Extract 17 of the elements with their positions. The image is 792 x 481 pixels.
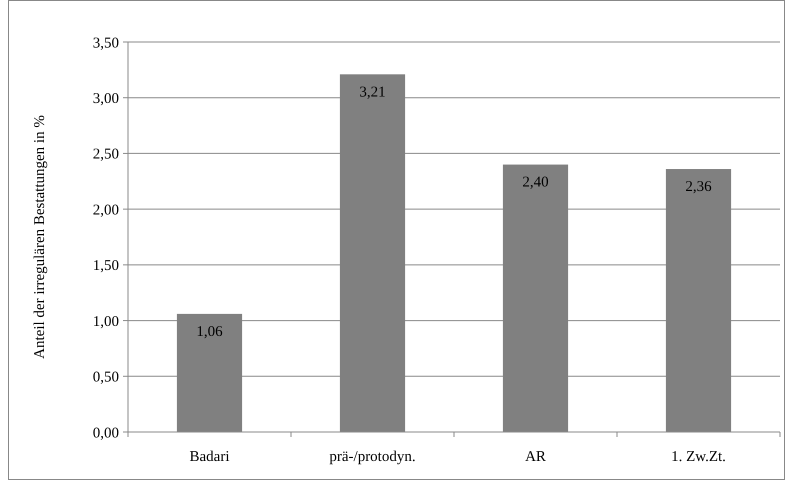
y-tick-label: 1,00 (92, 314, 119, 330)
x-tick-label: prä-/protodyn. (329, 449, 416, 465)
x-tick-label: AR (525, 449, 546, 465)
y-axis-title: Anteil der irregulären Bestattungen in % (32, 115, 48, 359)
x-tick-label: Badari (190, 449, 230, 465)
y-tick-label: 2,50 (92, 146, 119, 163)
data-label: 2,40 (522, 174, 549, 191)
y-tick-label: 1,50 (92, 258, 119, 274)
data-label: 3,21 (359, 84, 386, 100)
data-label: 1,06 (196, 324, 224, 340)
y-tick-label: 2,00 (92, 202, 119, 218)
y-tick-label: 0,00 (92, 425, 119, 442)
y-tick-label: 3,00 (92, 90, 119, 107)
data-label: 2,36 (685, 179, 712, 196)
y-tick-label: 3,50 (92, 35, 119, 52)
x-tick-label: 1. Zw.Zt. (671, 449, 726, 465)
y-tick-label: 0,50 (92, 370, 119, 386)
